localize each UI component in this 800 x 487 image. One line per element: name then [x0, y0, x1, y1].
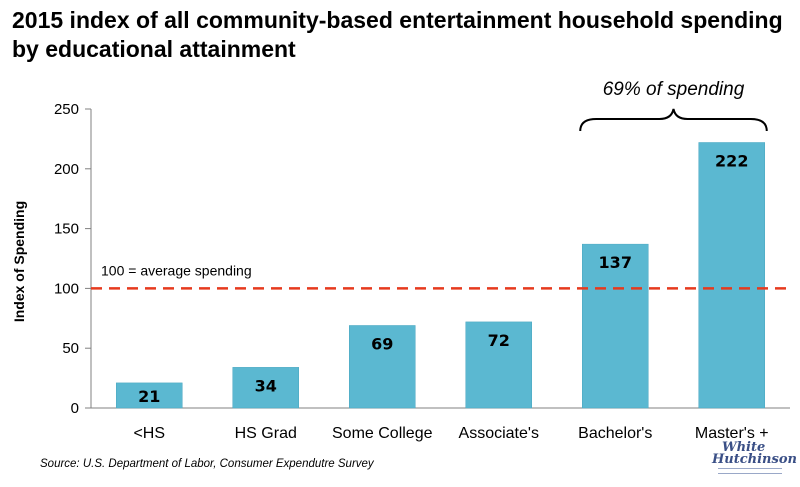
y-tick-label: 0 — [71, 400, 79, 417]
chart-title: 2015 index of all community-based entert… — [12, 7, 783, 62]
bar-value-label: 222 — [715, 151, 748, 170]
x-tick-label: Some College — [332, 425, 433, 442]
y-tick-label: 100 — [54, 280, 79, 297]
reference-line-label: 100 = average spending — [101, 262, 252, 278]
bar — [349, 325, 416, 409]
bar — [582, 243, 649, 409]
x-tick-label: Bachelor's — [578, 425, 652, 442]
bar-value-label: 34 — [255, 376, 277, 395]
y-tick-label: 150 — [54, 221, 79, 238]
white-hutchinson-logo: White Hutchinson — [708, 440, 797, 482]
bracket-annotation-label: 69% of spending — [603, 79, 745, 100]
bar — [116, 382, 183, 409]
bar-value-label: 137 — [599, 253, 632, 272]
x-tick-label: Associate's — [459, 425, 539, 442]
bar — [232, 367, 299, 409]
logo-line1: White — [722, 440, 766, 455]
source-note: Source: U.S. Department of Labor, Consum… — [40, 458, 374, 470]
bar — [698, 142, 765, 409]
bar — [465, 321, 532, 409]
y-tick-label: 50 — [62, 340, 79, 357]
logo-line2: Hutchinson — [712, 452, 797, 467]
bracket-annotation — [579, 108, 768, 132]
bar-value-label: 21 — [138, 387, 160, 406]
logo-rule — [718, 468, 782, 474]
y-tick-label: 200 — [54, 161, 79, 178]
bar-value-label: 72 — [488, 331, 510, 350]
y-axis-title: Index of Spending — [11, 201, 27, 322]
x-tick-label: Master's + — [695, 425, 769, 442]
y-tick-label: 250 — [54, 101, 79, 118]
bar-value-label: 69 — [371, 334, 393, 353]
x-tick-label: <HS — [133, 425, 165, 442]
x-tick-label: HS Grad — [235, 425, 297, 442]
